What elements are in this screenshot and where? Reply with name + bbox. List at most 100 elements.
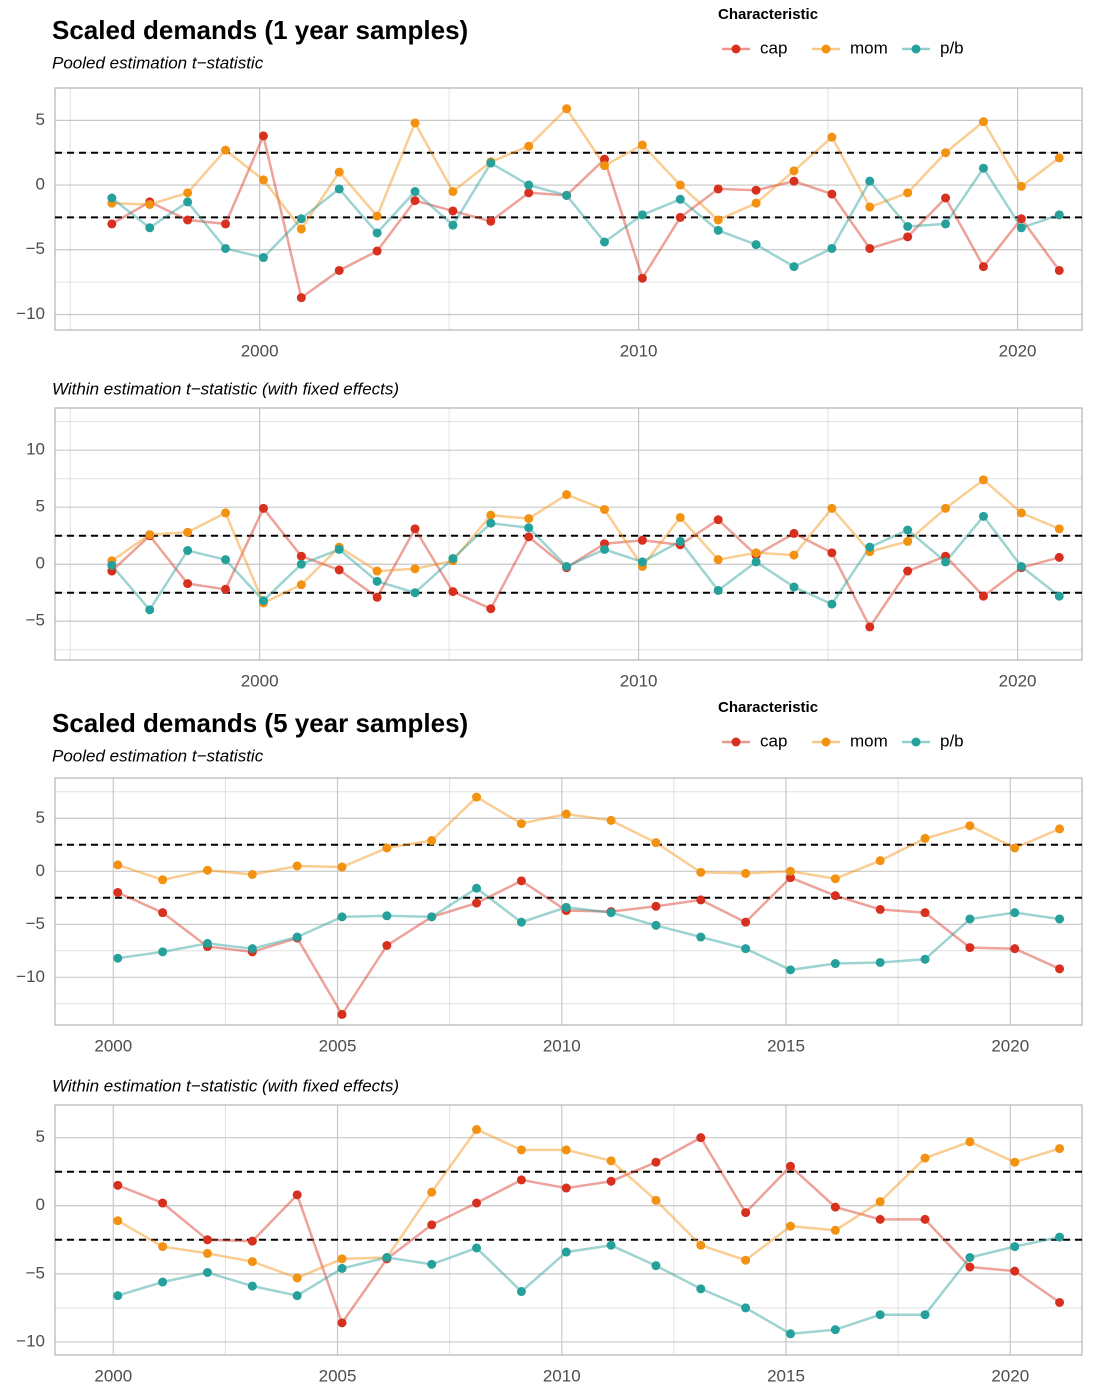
plot-area [55,1125,1082,1339]
data-point [827,548,837,558]
data-point [1010,843,1020,853]
series-line [117,1127,1060,1280]
data-point [1054,591,1064,601]
data-point [221,555,231,565]
legend-label: mom [850,38,888,57]
data-point [448,220,458,230]
data-point [651,1261,661,1271]
data-point [941,219,951,229]
y-tick-label: 0 [36,1195,45,1214]
data-point [1055,824,1065,834]
data-point [516,917,526,927]
chart-subtitle: Within estimation t−statistic (with fixe… [52,379,399,398]
data-point [337,862,347,872]
data-point [785,1161,795,1171]
chart-subtitle: Pooled estimation t−statistic [52,53,264,72]
data-point [113,887,123,897]
data-point [789,528,799,538]
data-point [247,1257,257,1267]
data-point [941,557,951,567]
data-point [1010,1266,1020,1276]
data-point [296,580,306,590]
data-point [472,1198,482,1208]
data-point [427,1187,437,1197]
data-point [920,1310,930,1320]
data-point [978,163,988,173]
data-point [524,532,534,542]
data-point [516,819,526,829]
data-point [865,542,875,552]
data-point [789,582,799,592]
x-tick-label: 2020 [999,671,1037,690]
data-point [978,511,988,521]
legend-dot [731,44,741,54]
data-point [637,210,647,220]
data-point [965,943,975,953]
series-line [117,886,1060,972]
x-tick-label: 2010 [543,1366,581,1382]
panel: Scaled demands (1 year samples) Pooled es… [16,6,1083,360]
legend-title: Characteristic [718,6,818,23]
data-point [830,891,840,901]
data-point [600,237,610,247]
plot-area [55,792,1082,1019]
data-point [875,1214,885,1224]
data-point [382,940,392,950]
data-point [1055,914,1065,924]
data-point [920,954,930,964]
data-point [965,1262,975,1272]
series-line [117,795,1061,882]
panel-border [54,407,1083,661]
data-point [158,875,168,885]
data-point [561,1247,571,1257]
data-point [247,944,257,954]
data-point [472,792,482,802]
x-tick-label: 2010 [620,671,658,690]
x-tick-label: 2005 [319,1036,357,1055]
y-tick-label: 0 [36,554,45,573]
data-point [292,1291,302,1301]
data-point [562,104,572,114]
data-point [651,1157,661,1167]
legend-title: Characteristic [718,699,818,716]
data-point [1055,964,1065,974]
x-tick-label: 2000 [241,341,279,360]
data-point [486,604,496,614]
data-point [1055,1297,1065,1307]
data-point [337,1263,347,1273]
data-point [1054,265,1064,275]
data-point [524,514,534,524]
legend-label: p/b [940,731,964,750]
data-point [713,215,723,225]
data-point [183,527,193,537]
panel: Scaled demands (5 year samples) Pooled es… [16,699,1083,1055]
x-tick-label: 2020 [991,1366,1029,1382]
data-point [830,959,840,969]
data-point [145,223,155,233]
panel: Within estimation t−statistic (with fixe… [26,379,1083,690]
y-tick-label: 5 [36,1127,45,1146]
data-point [472,883,482,893]
data-point [183,197,193,207]
legend-dot [821,737,831,747]
data-point [751,198,761,208]
data-point [258,175,268,185]
data-point [978,117,988,127]
data-point [372,228,382,238]
data-point [410,524,420,534]
data-point [789,550,799,560]
data-point [145,530,155,540]
data-point [292,1190,302,1200]
data-point [651,838,661,848]
data-point [827,503,837,513]
data-point [785,965,795,975]
data-point [561,1145,571,1155]
data-point [562,490,572,500]
data-point [1010,944,1020,954]
data-point [562,190,572,200]
data-point [741,1303,751,1313]
data-point [696,895,706,905]
data-point [448,206,458,216]
data-point [524,141,534,151]
data-point [202,938,212,948]
